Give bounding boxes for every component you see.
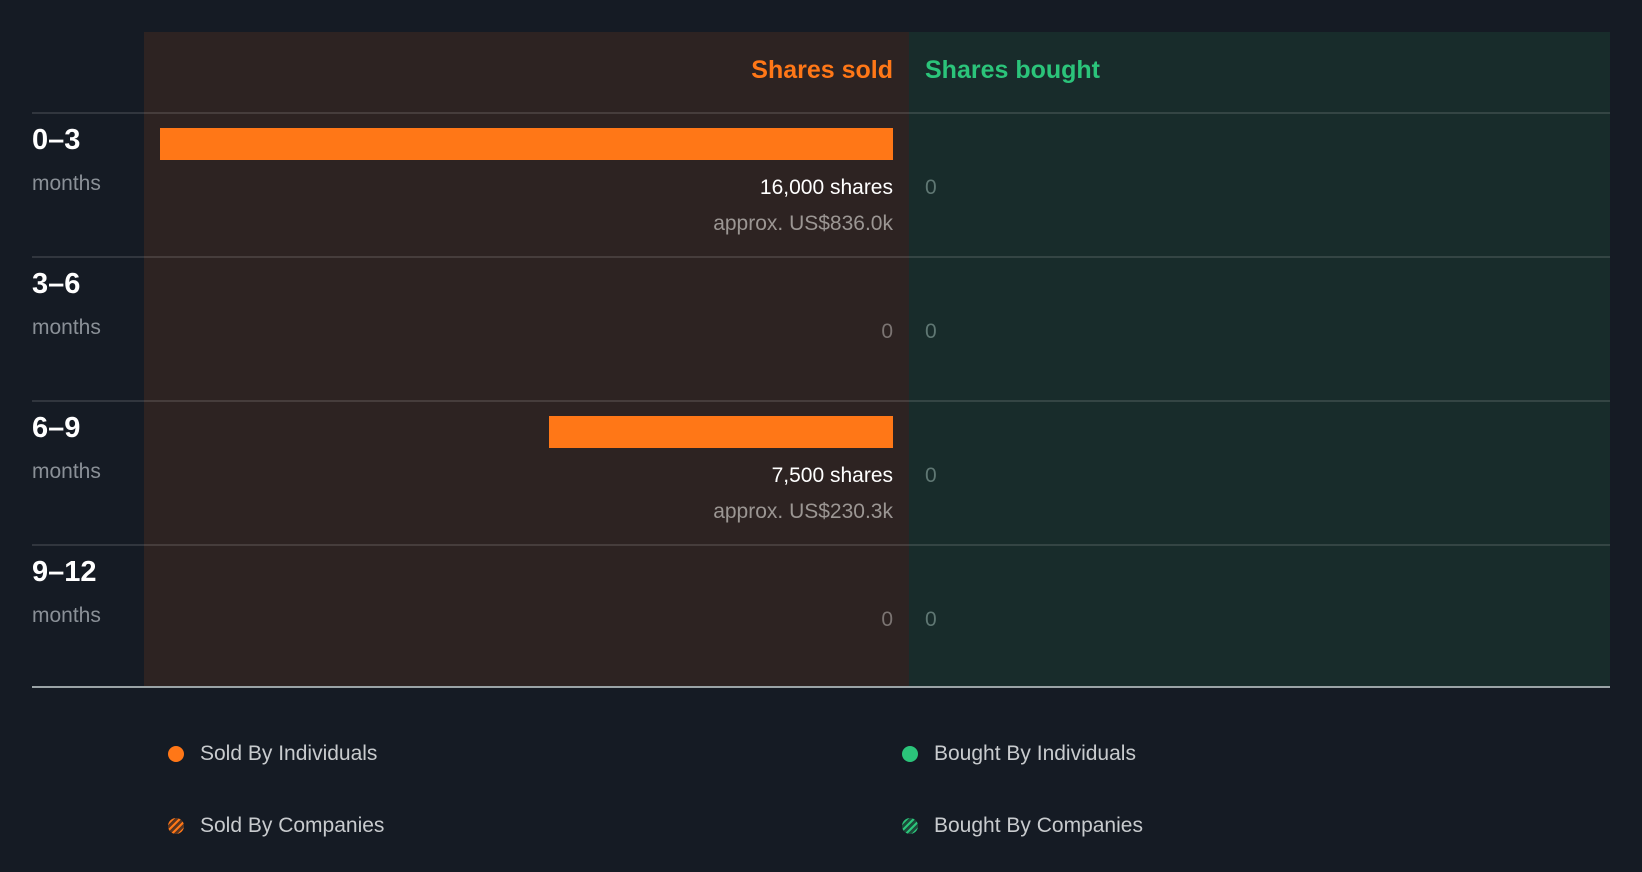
bought-value: 0: [925, 464, 937, 487]
sold-value-approx: approx. US$230.3k: [713, 500, 893, 523]
period-row-0-3: 0–3 months 16,000 shares approx. US$836.…: [0, 112, 1642, 256]
sold-value: 0: [881, 608, 893, 631]
sold-shares-count: 16,000 shares: [759, 176, 893, 199]
period-label: 6–9: [32, 412, 81, 444]
period-row-9-12: 9–12 months 0 0: [0, 544, 1642, 688]
legend-sold-companies[interactable]: Sold By Companies: [168, 814, 384, 838]
bought-value: 0: [925, 320, 937, 343]
legend-bought-companies[interactable]: Bought By Companies: [902, 814, 1143, 838]
period-row-6-9: 6–9 months 7,500 shares approx. US$230.3…: [0, 400, 1642, 544]
solid-green-dot-icon: [902, 746, 918, 762]
striped-green-dot-icon: [902, 818, 918, 834]
row-divider: [32, 544, 1610, 546]
shares-bought-header: Shares bought: [925, 56, 1101, 84]
period-label: 0–3: [32, 124, 81, 156]
period-label: 3–6: [32, 268, 81, 300]
bought-value: 0: [925, 608, 937, 631]
sold-shares-count: 7,500 shares: [771, 464, 893, 487]
shares-sold-header: Shares sold: [751, 56, 893, 84]
sold-bar[interactable]: [160, 128, 893, 160]
period-unit: months: [32, 172, 101, 195]
row-divider: [32, 256, 1610, 258]
bought-value: 0: [925, 176, 937, 199]
shares-bought-panel: [909, 32, 1610, 686]
striped-orange-dot-icon: [168, 818, 184, 834]
legend-label: Bought By Companies: [934, 814, 1143, 837]
period-unit: months: [32, 316, 101, 339]
period-label: 9–12: [32, 556, 97, 588]
legend-bought-individuals[interactable]: Bought By Individuals: [902, 742, 1136, 766]
legend-sold-individuals[interactable]: Sold By Individuals: [168, 742, 377, 766]
period-row-3-6: 3–6 months 0 0: [0, 256, 1642, 400]
legend-label: Sold By Individuals: [200, 742, 378, 765]
sold-bar[interactable]: [549, 416, 893, 448]
sold-value-approx: approx. US$836.0k: [713, 212, 893, 235]
period-unit: months: [32, 460, 101, 483]
legend-label: Bought By Individuals: [934, 742, 1136, 765]
period-unit: months: [32, 604, 101, 627]
x-axis-line: [32, 686, 1610, 688]
legend-label: Sold By Companies: [200, 814, 385, 837]
row-divider: [32, 400, 1610, 402]
solid-orange-dot-icon: [168, 746, 184, 762]
sold-value: 0: [881, 320, 893, 343]
row-divider: [32, 112, 1610, 114]
